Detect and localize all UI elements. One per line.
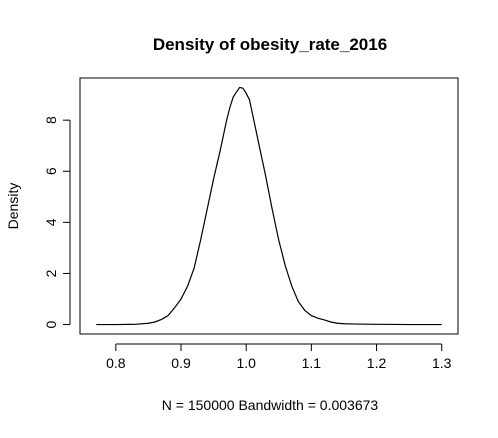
y-axis: 0 2 4 6 8 <box>43 116 71 328</box>
x-tick-label: 1.1 <box>302 355 322 371</box>
x-axis: 0.8 0.9 1.0 1.1 1.2 1.3 <box>106 343 452 371</box>
y-tick-label: 2 <box>43 269 59 277</box>
x-tick-label: 1.3 <box>432 355 452 371</box>
density-curve <box>96 86 442 326</box>
y-tick-label: 6 <box>43 167 59 175</box>
y-axis-label: Density <box>5 183 21 230</box>
plot-frame <box>79 77 459 335</box>
y-tick-label: 8 <box>43 116 59 124</box>
y-tick-label: 4 <box>43 218 59 226</box>
x-tick-label: 0.9 <box>171 355 191 371</box>
x-axis-label: N = 150000 Bandwidth = 0.003673 <box>162 397 379 413</box>
y-tick-label: 0 <box>43 320 59 328</box>
x-tick-label: 1.2 <box>367 355 387 371</box>
x-tick-label: 0.8 <box>106 355 126 371</box>
x-tick-label: 1.0 <box>236 355 256 371</box>
chart-title: Density of obesity_rate_2016 <box>153 35 387 54</box>
